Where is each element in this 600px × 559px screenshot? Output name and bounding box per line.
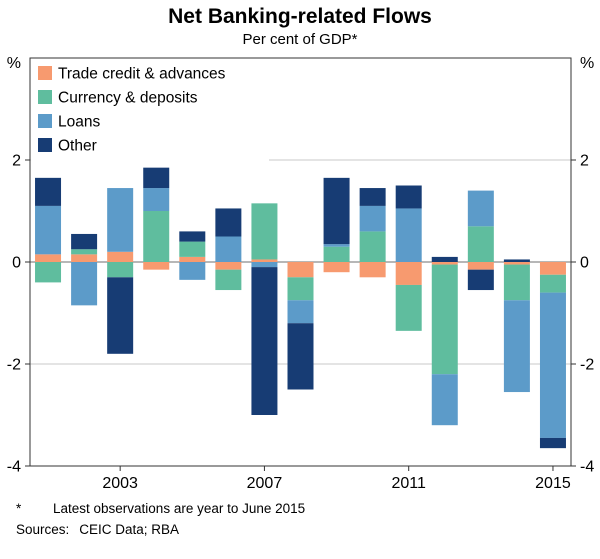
footnote-marker: * [16,501,22,516]
bar-segment-2008 [287,323,314,390]
bar-segment-2012 [431,256,458,262]
sources-text: CEIC Data; RBA [79,522,180,537]
bar-segment-2006 [215,262,242,270]
bar-segment-2001 [35,262,62,283]
bar-segment-2004 [143,167,170,189]
legend-swatch [38,138,52,152]
bar-segment-2012 [431,374,458,426]
bar-segment-2015 [539,292,566,438]
x-axis-label: 2003 [102,475,138,492]
percent-sign: % [580,55,594,72]
bar-segment-2013 [467,190,494,227]
y-axis-label: 2 [12,153,21,170]
bar-segment-2002 [71,254,98,262]
bar-segment-2007 [251,259,278,262]
bar-segment-2013 [467,269,494,291]
chart-canvas: 2 2 0 0 -2 -2 -4 -4% % 2003 2007 2011 2015 Trade cred… [7,55,595,492]
bar-segment-2014 [503,259,530,262]
bar-segment-2009 [323,177,350,245]
bar-segment-2008 [287,277,314,301]
y-axis-label: -4 [7,459,21,476]
y-axis-label: 2 [580,153,589,170]
bar-segment-2003 [107,277,134,354]
bar-segment-2011 [395,185,422,209]
bar-segment-2003 [107,262,134,278]
bar-segment-2005 [179,241,206,257]
bar-segment-2006 [215,208,242,237]
bar-segment-2010 [359,262,386,278]
bar-segment-2014 [503,300,530,393]
bar-segment-2014 [503,262,530,265]
x-axis-label: 2011 [391,475,426,492]
bar-segment-2010 [359,205,386,232]
bar-segment-2001 [35,177,62,206]
bar-segment-2005 [179,262,206,280]
percent-sign: % [7,55,21,72]
x-axis: 2003 2007 2011 2015 [102,466,571,492]
bars [35,167,566,449]
legend-label: Trade credit & advances [58,66,226,83]
footnote: * Latest observations are year to June 20… [16,498,600,540]
bar-segment-2015 [539,274,566,293]
legend-swatch [38,114,52,128]
bar-segment-2010 [359,231,386,262]
footnote-line: * Latest observations are year to June 20… [16,498,600,519]
bar-segment-2004 [143,262,170,270]
bar-segment-2014 [503,264,530,301]
y-axis: 2 2 0 0 -2 -2 -4 -4%% [7,55,595,476]
bar-segment-2001 [35,254,62,262]
chart-title: Net Banking-related Flows [168,5,432,28]
bar-segment-2015 [539,262,566,275]
bar-segment-2002 [71,262,98,306]
bar-segment-2006 [215,269,242,291]
y-axis-label: -2 [7,357,21,374]
y-axis-label: 0 [580,255,589,272]
bar-segment-2009 [323,246,350,262]
legend-swatch [38,90,52,104]
legend-swatch [38,66,52,80]
y-axis-label: -4 [580,459,594,476]
bar-segment-2010 [359,188,386,206]
bar-segment-2002 [71,233,98,250]
sources-line: Sources: CEIC Data; RBA [16,519,600,540]
bar-segment-2007 [251,262,278,268]
bar-segment-2008 [287,300,314,324]
legend-label: Loans [58,114,100,131]
bar-segment-2004 [143,211,170,262]
bar-segment-2015 [539,437,566,449]
legend-label: Other [58,138,97,155]
bar-segment-2004 [143,188,170,211]
legend: Trade credit & advances Currency & deposi… [31,59,269,163]
sources-label: Sources: [16,522,70,537]
bar-segment-2011 [395,262,422,285]
bar-segment-2009 [323,244,350,247]
chart-subtitle: Per cent of GDP* [242,31,358,48]
bar-segment-2007 [251,203,278,260]
bar-segment-2005 [179,231,206,242]
bar-segment-2013 [467,226,494,262]
bar-segment-2012 [431,264,458,375]
bar-segment-2008 [287,262,314,278]
bar-segment-2013 [467,262,494,270]
bar-segment-2007 [251,267,278,415]
footnote-text: Latest observations are year to June 201… [53,501,306,516]
bar-segment-2005 [179,256,206,262]
y-axis-label: 0 [12,255,21,272]
x-axis-label: 2007 [247,475,283,492]
bar-segment-2012 [431,262,458,265]
legend-label: Currency & deposits [58,90,198,107]
bar-segment-2009 [323,262,350,273]
bar-segment-2002 [71,249,98,255]
legend-background [31,59,269,163]
y-axis-label: -2 [580,357,594,374]
x-axis-label: 2015 [535,475,571,492]
bar-segment-2006 [215,236,242,262]
bar-segment-2011 [395,284,422,331]
bar-segment-2003 [107,188,134,252]
bar-segment-2003 [107,251,134,262]
bar-segment-2011 [395,208,422,262]
bar-segment-2001 [35,205,62,255]
